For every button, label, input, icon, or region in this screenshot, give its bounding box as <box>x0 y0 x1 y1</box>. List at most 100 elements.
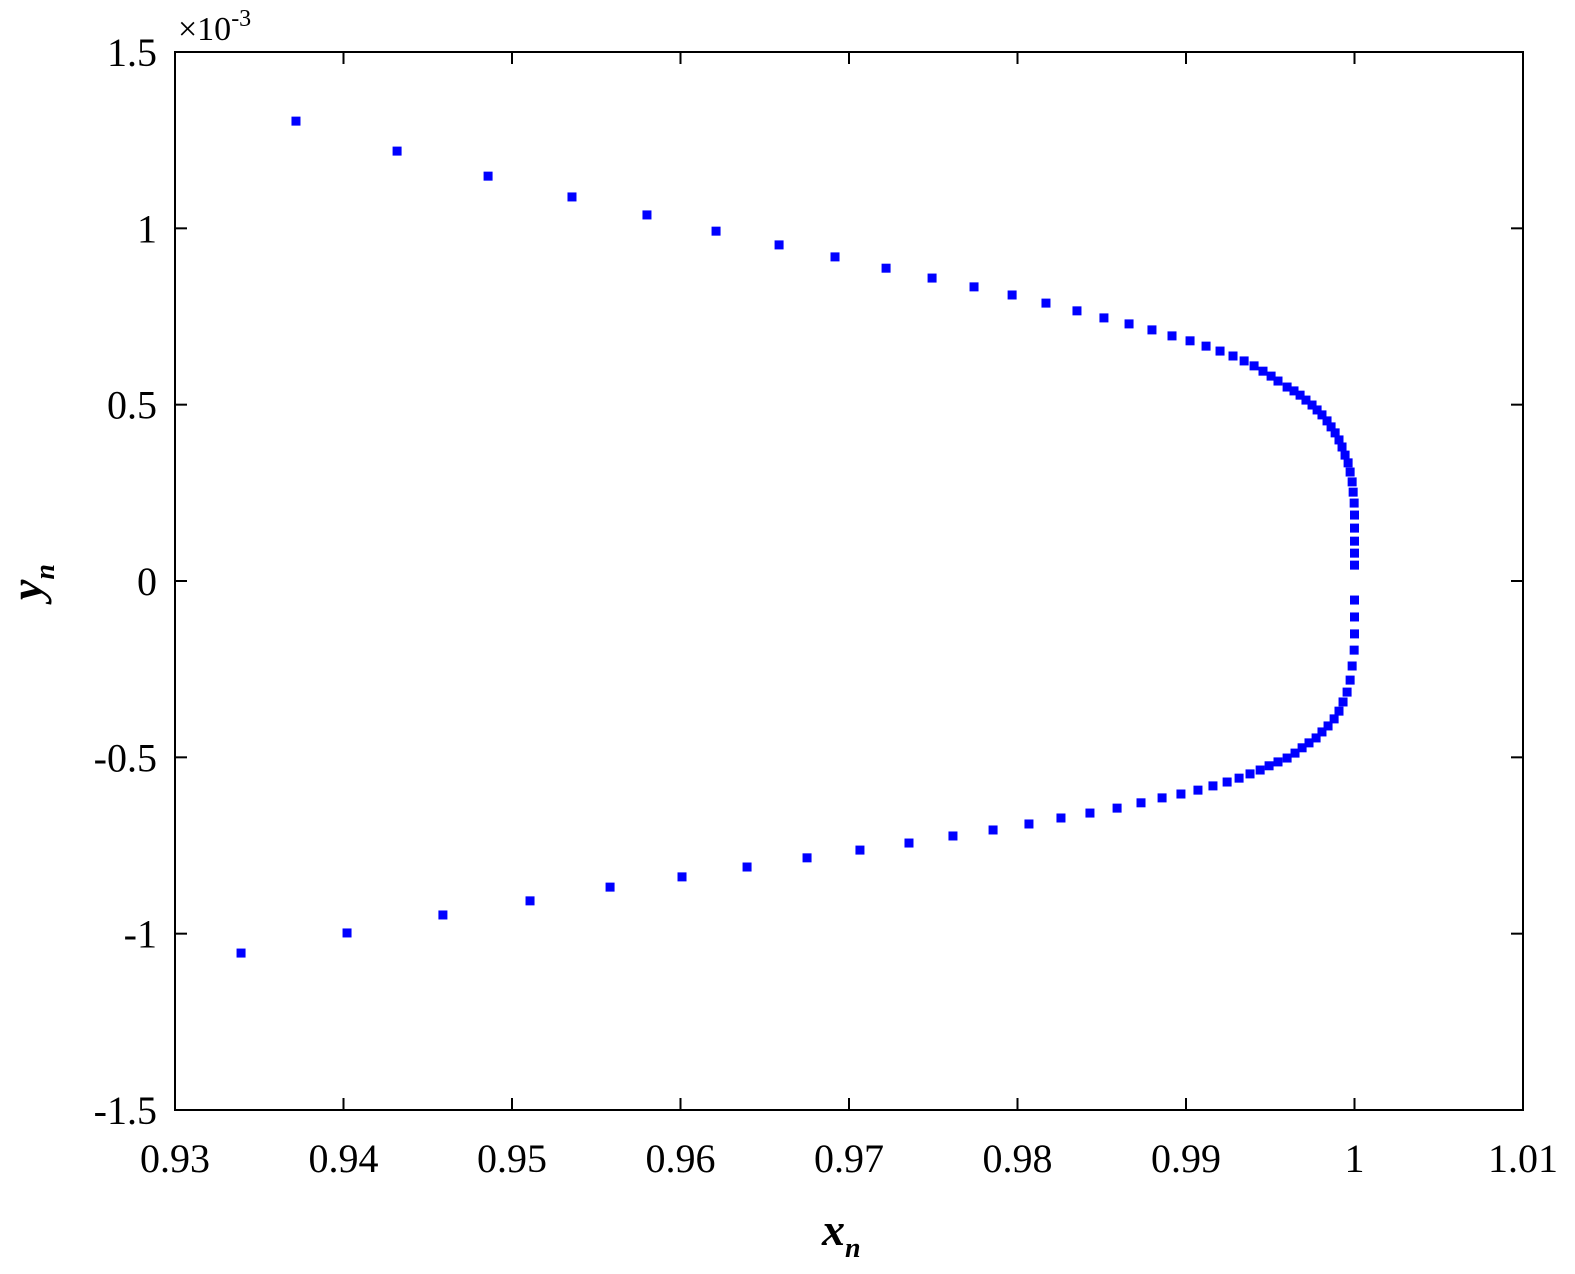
point <box>1350 523 1359 533</box>
point <box>1329 714 1339 724</box>
y-tick-label: -1 <box>124 912 157 957</box>
point <box>1289 386 1299 396</box>
point <box>642 210 652 220</box>
point <box>1024 819 1034 829</box>
point <box>1255 765 1265 775</box>
point <box>1334 706 1344 716</box>
point <box>1337 442 1347 452</box>
point <box>988 825 998 835</box>
point <box>1157 793 1167 803</box>
point <box>711 226 721 236</box>
point <box>1311 733 1321 743</box>
point <box>1350 536 1359 546</box>
point <box>291 116 301 126</box>
point <box>1350 612 1359 622</box>
point <box>1350 510 1359 520</box>
x-tick-label: 0.93 <box>140 1136 210 1181</box>
point <box>1007 290 1017 300</box>
point <box>1350 595 1359 605</box>
point <box>1295 390 1305 400</box>
point <box>1340 450 1350 460</box>
point <box>904 838 914 848</box>
point <box>830 252 840 262</box>
x-tick-label: 0.97 <box>814 1136 884 1181</box>
point <box>1124 319 1134 329</box>
point <box>1249 361 1259 371</box>
point <box>1273 757 1283 767</box>
point <box>881 263 891 273</box>
point <box>1072 306 1082 316</box>
point <box>1112 803 1122 813</box>
point <box>1349 498 1359 508</box>
x-axis-label: xn <box>821 1204 861 1264</box>
point <box>774 240 784 250</box>
point <box>1330 428 1340 438</box>
point <box>948 831 958 841</box>
point <box>1239 356 1249 366</box>
point <box>1307 400 1317 410</box>
point <box>969 282 979 292</box>
point <box>855 845 865 855</box>
y-tick-label: 0 <box>137 559 157 604</box>
point <box>1342 687 1352 697</box>
point <box>1350 560 1359 570</box>
point <box>1167 331 1177 341</box>
y-tick-label: 1 <box>137 206 157 251</box>
point <box>1193 785 1203 795</box>
point <box>1056 813 1066 823</box>
point <box>1348 487 1358 497</box>
point <box>1334 435 1344 445</box>
y-tick-label: -0.5 <box>94 735 157 780</box>
y-axis-label: yn <box>1 564 61 605</box>
point <box>1245 769 1255 779</box>
point <box>1085 808 1095 818</box>
y-multiplier: ×10-3 <box>178 6 251 48</box>
point <box>1345 675 1355 685</box>
point <box>1322 416 1332 426</box>
point <box>1347 661 1357 671</box>
point <box>1222 777 1232 787</box>
point <box>1099 313 1109 323</box>
point <box>438 910 448 920</box>
point <box>1273 376 1283 386</box>
point <box>1228 351 1238 361</box>
y-tick-label: 1.5 <box>107 30 157 75</box>
point <box>1264 761 1274 771</box>
point <box>1345 467 1355 477</box>
point <box>1136 798 1146 808</box>
x-tick-label: 0.94 <box>309 1136 379 1181</box>
point <box>483 171 493 181</box>
point <box>1347 477 1357 487</box>
x-tick-label: 0.99 <box>1151 1136 1221 1181</box>
y-tick-label: 0.5 <box>107 383 157 428</box>
point <box>525 896 535 906</box>
point <box>1326 422 1336 432</box>
point <box>1343 458 1353 468</box>
point <box>1208 781 1218 791</box>
x-tick-label: 0.98 <box>983 1136 1053 1181</box>
point <box>567 192 577 202</box>
point <box>1323 721 1333 731</box>
point <box>802 853 812 863</box>
point <box>1304 738 1314 748</box>
point <box>1185 336 1195 346</box>
point <box>742 862 752 872</box>
point <box>1338 697 1348 707</box>
point <box>1282 382 1292 392</box>
point <box>1147 325 1157 335</box>
point <box>1290 748 1300 758</box>
point <box>1282 753 1292 763</box>
point <box>1350 629 1359 639</box>
x-tick-label: 1.01 <box>1488 1136 1558 1181</box>
y-tick-label: -1.5 <box>94 1088 157 1133</box>
x-tick-label: 0.95 <box>477 1136 547 1181</box>
point <box>927 273 937 283</box>
point <box>1317 410 1327 420</box>
point <box>1266 371 1276 381</box>
point <box>1301 395 1311 405</box>
point <box>1234 773 1244 783</box>
plot-frame <box>174 51 1524 1111</box>
point <box>1349 645 1359 655</box>
point <box>1201 341 1211 351</box>
